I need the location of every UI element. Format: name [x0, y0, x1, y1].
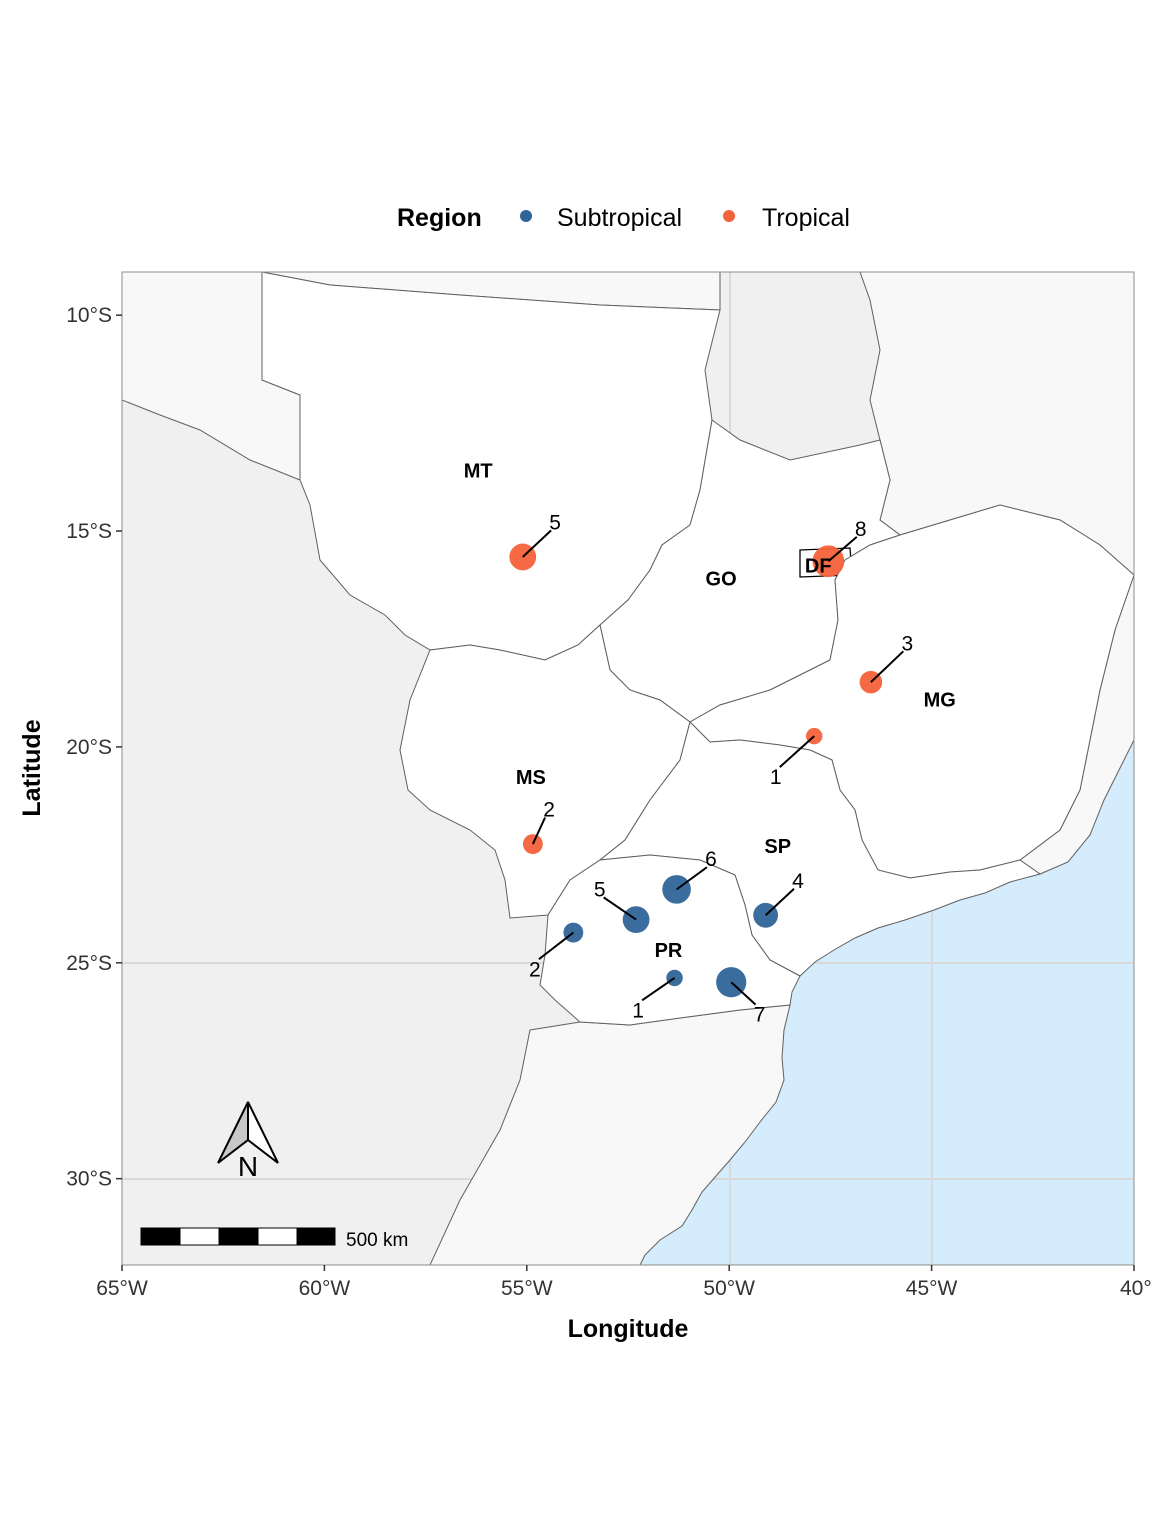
map-panel: 5 8 3 1 2 6 5 4 2 1 7 MT GO DF MG MS SP PR N 500 km [122, 272, 1134, 1265]
scale-segment-1 [140, 1227, 181, 1246]
state-label-mg: MG [924, 689, 956, 711]
y-axis-title: Latitude [18, 719, 46, 816]
y-axis-ticks: 10°S 15°S 20°S 25°S 30°S [66, 304, 122, 1191]
state-label-ms: MS [516, 767, 546, 789]
site-count-label: 7 [754, 1004, 766, 1027]
x-tick-label: 40°W [1120, 1277, 1152, 1300]
scale-bar-label: 500 km [346, 1230, 408, 1251]
state-label-mt: MT [464, 461, 493, 483]
site-count-label: 8 [855, 518, 867, 541]
x-tick-label: 50°W [703, 1277, 755, 1300]
legend-dot-tropical [723, 210, 735, 222]
scale-segment-3 [218, 1227, 259, 1246]
x-tick-label: 45°W [906, 1277, 958, 1300]
x-axis-title: Longitude [568, 1315, 689, 1343]
site-count-label: 5 [549, 511, 561, 534]
ocean-area [640, 740, 1134, 1265]
site-leader-line [538, 931, 574, 961]
site-leader-line [531, 817, 546, 845]
site-count-label: 2 [529, 958, 541, 981]
y-tick-label: 30°S [66, 1168, 112, 1191]
site-leader-line [675, 866, 708, 891]
state-label-df: DF [805, 556, 832, 578]
site-count-label: 2 [543, 799, 555, 822]
y-tick-label: 15°S [66, 520, 112, 543]
north-arrow: N [217, 1101, 279, 1182]
state-label-go: GO [706, 569, 737, 591]
legend-dot-subtropical [520, 210, 532, 222]
x-axis-ticks: 65°W 60°W 55°W 50°W 45°W 40°W [96, 1265, 1152, 1300]
legend-title: Region [397, 204, 482, 232]
legend-label-subtropical: Subtropical [557, 204, 682, 232]
y-tick-label: 20°S [66, 736, 112, 759]
site-count-label: 1 [770, 766, 782, 789]
x-tick-label: 65°W [96, 1277, 148, 1300]
site-leader-line [764, 888, 795, 917]
x-tick-label: 60°W [299, 1277, 351, 1300]
site-leader-line [870, 650, 905, 683]
legend: Region Subtropical Tropical [397, 204, 850, 232]
site-leader-line [730, 981, 757, 1006]
north-arrow-label: N [238, 1151, 258, 1182]
scale-bar: 500 km [140, 1227, 408, 1251]
state-labels: MT GO DF MG MS SP PR [464, 461, 956, 962]
north-arrow-right-half [247, 1101, 279, 1164]
y-tick-label: 25°S [66, 952, 112, 975]
state-label-sp: SP [764, 836, 791, 858]
site-leader-line [603, 896, 637, 921]
site-leader-line [641, 977, 676, 1002]
site-count-labels: 5 8 3 1 2 6 5 4 2 1 7 [522, 511, 913, 1027]
site-count-label: 6 [705, 848, 717, 871]
site-leader-line [779, 735, 815, 768]
site-count-label: 4 [792, 870, 804, 893]
site-count-label: 1 [632, 999, 644, 1022]
y-tick-label: 10°S [66, 304, 112, 327]
scale-segment-4 [257, 1227, 298, 1246]
site-leader-line [827, 536, 858, 563]
site-count-label: 5 [594, 878, 606, 901]
scale-segment-2 [179, 1227, 220, 1246]
site-leader-line [522, 529, 552, 558]
panel-border [121, 271, 1135, 1266]
legend-label-tropical: Tropical [762, 204, 850, 232]
x-tick-label: 55°W [501, 1277, 553, 1300]
scale-segment-5 [296, 1227, 336, 1246]
site-count-label: 3 [901, 632, 913, 655]
state-label-pr: PR [655, 940, 683, 962]
